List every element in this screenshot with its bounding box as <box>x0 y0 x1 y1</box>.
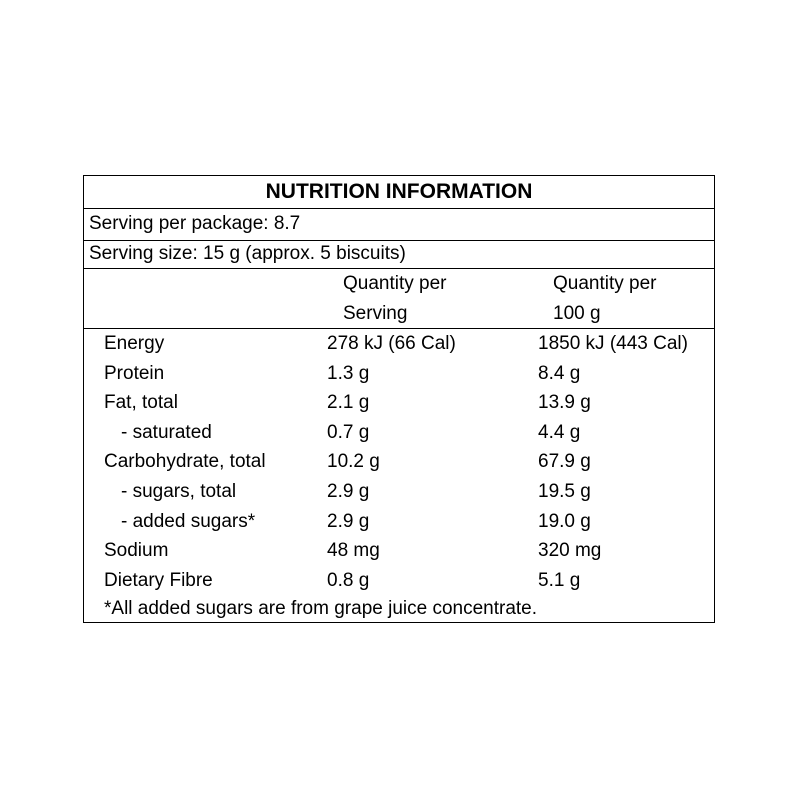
divider <box>84 240 714 241</box>
col-header-per-serving-line2: Serving <box>343 303 408 324</box>
value-per-serving: 0.7 g <box>327 422 370 443</box>
value-per-100g: 4.4 g <box>538 422 581 443</box>
value-per-100g: 13.9 g <box>538 392 591 413</box>
nutrient-label: Energy <box>104 333 165 354</box>
value-per-100g: 8.4 g <box>538 363 581 384</box>
value-per-serving: 0.8 g <box>327 570 370 591</box>
panel-title: NUTRITION INFORMATION <box>265 180 533 203</box>
col-header-per-serving-line1: Quantity per <box>343 273 447 294</box>
serving-per-package: Serving per package: 8.7 <box>89 213 301 234</box>
divider <box>84 328 714 329</box>
value-per-100g: 5.1 g <box>538 570 581 591</box>
value-per-serving: 278 kJ (66 Cal) <box>327 333 456 354</box>
nutrient-label: - added sugars* <box>121 511 256 532</box>
nutrition-panel: NUTRITION INFORMATION Serving per packag… <box>83 175 715 623</box>
nutrient-label: Protein <box>104 363 165 384</box>
value-per-serving: 2.9 g <box>327 481 370 502</box>
nutrient-label: Fat, total <box>104 392 178 413</box>
divider <box>84 268 714 269</box>
nutrient-label: - sugars, total <box>121 481 237 502</box>
nutrient-label: Sodium <box>104 540 169 561</box>
serving-size: Serving size: 15 g (approx. 5 biscuits) <box>89 243 406 264</box>
value-per-100g: 67.9 g <box>538 451 591 472</box>
value-per-100g: 1850 kJ (443 Cal) <box>538 333 688 354</box>
divider <box>84 208 714 209</box>
nutrient-label: Dietary Fibre <box>104 570 213 591</box>
col-header-per-100g-line1: Quantity per <box>553 273 657 294</box>
value-per-serving: 10.2 g <box>327 451 380 472</box>
value-per-100g: 320 mg <box>538 540 602 561</box>
value-per-serving: 48 mg <box>327 540 380 561</box>
value-per-100g: 19.5 g <box>538 481 591 502</box>
nutrient-label: Carbohydrate, total <box>104 451 266 472</box>
col-header-per-100g-line2: 100 g <box>553 303 601 324</box>
value-per-100g: 19.0 g <box>538 511 591 532</box>
value-per-serving: 2.9 g <box>327 511 370 532</box>
nutrient-label: - saturated <box>121 422 212 443</box>
value-per-serving: 1.3 g <box>327 363 370 384</box>
value-per-serving: 2.1 g <box>327 392 370 413</box>
footnote: *All added sugars are from grape juice c… <box>104 598 538 619</box>
